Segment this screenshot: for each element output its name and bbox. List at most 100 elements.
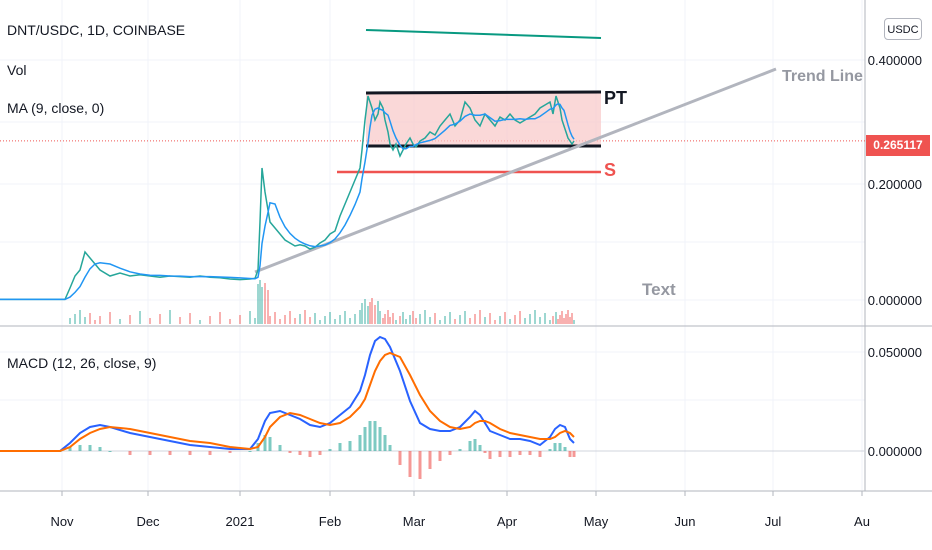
volume-bar — [557, 319, 559, 324]
volume-bar — [569, 317, 571, 324]
volume-bar — [264, 283, 266, 324]
macd-histogram-bar — [468, 441, 472, 451]
macd-histogram-bar — [528, 451, 532, 455]
volume-bar — [534, 310, 536, 324]
x-tick-label: Jun — [675, 514, 696, 529]
support-label[interactable]: S — [604, 160, 617, 180]
macd-histogram-bar — [568, 451, 572, 457]
volume-bar — [89, 313, 91, 324]
macd-histogram-bar — [518, 451, 522, 455]
volume-bar — [84, 317, 86, 324]
macd-histogram-bar — [553, 443, 557, 451]
macd-histogram-bar — [228, 451, 232, 453]
macd-histogram-bar — [308, 451, 312, 457]
volume-bar — [552, 316, 554, 324]
macd-histogram-bar — [208, 451, 212, 455]
volume-bar — [519, 311, 521, 324]
macd-histogram-bar — [458, 449, 462, 451]
volume-bar — [339, 315, 341, 324]
macd-histogram-bar — [418, 451, 422, 479]
macd-histogram-bar — [478, 445, 482, 451]
macd-legend[interactable]: MACD (12, 26, close, 9) — [7, 355, 157, 371]
volume-bar — [415, 318, 417, 324]
ma-line — [0, 102, 575, 301]
volume-bar — [571, 313, 573, 324]
macd-histogram-bar — [188, 451, 192, 455]
drawings-layer[interactable] — [0, 29, 865, 274]
volume-bar — [189, 313, 191, 324]
volume-bar — [267, 290, 269, 324]
price-series — [0, 95, 575, 301]
macd-histogram-bar — [383, 435, 387, 451]
volume-bar — [279, 319, 281, 324]
volume-bar — [169, 310, 171, 324]
macd-histogram-bar — [388, 445, 392, 451]
volume-bar — [412, 311, 414, 324]
volume-bar — [239, 315, 241, 324]
trend-line-label[interactable]: Trend Line — [782, 68, 863, 85]
volume-bar — [274, 312, 276, 324]
pt-label[interactable]: PT — [604, 88, 628, 108]
macd-histogram-bar — [483, 451, 487, 453]
macd-histogram-bar — [563, 447, 567, 451]
macd-histogram-bar — [68, 447, 72, 451]
volume-bar — [249, 311, 251, 324]
volume-bar — [359, 310, 361, 324]
volume-bar — [474, 314, 476, 324]
x-tick-label: Dec — [136, 514, 160, 529]
volume-bar — [319, 320, 321, 324]
price-axis[interactable]: 0.400000 0.200000 0.000000 0.050000 0.000000 — [868, 53, 922, 459]
currency-badge[interactable]: USDC — [884, 18, 922, 40]
x-tick-label: 2021 — [226, 514, 255, 529]
last-price-badge: 0.265117 — [866, 135, 930, 156]
volume-bar — [479, 310, 481, 324]
volume-bar — [304, 310, 306, 324]
y-tick-label: 0.200000 — [868, 177, 922, 192]
macd-histogram-bar — [373, 421, 377, 451]
volume-bar — [559, 315, 561, 324]
x-tick-label: Apr — [497, 514, 518, 529]
volume-bar — [395, 320, 397, 324]
volume-bar — [399, 316, 401, 324]
volume-bar — [299, 314, 301, 324]
macd-histogram-bar — [488, 451, 492, 459]
time-axis[interactable]: Nov Dec 2021 Feb Mar Apr May Jun Jul Au — [50, 491, 870, 529]
volume-bar — [284, 315, 286, 324]
volume-bar — [565, 314, 567, 324]
volume-bar — [269, 316, 271, 324]
volume-bar — [209, 316, 211, 324]
volume-bar — [539, 317, 541, 324]
symbol-legend[interactable]: DNT/USDC, 1D, COINBASE — [7, 22, 186, 38]
volume-bar — [119, 319, 121, 324]
volume-bar — [384, 314, 386, 324]
volume-bar — [364, 299, 366, 324]
x-tick-label: Mar — [403, 514, 426, 529]
trend-line — [254, 67, 777, 274]
volume-bar — [229, 319, 231, 324]
volume-bar — [74, 314, 76, 324]
macd-histogram-bar — [358, 435, 362, 451]
y-tick-label: 0.400000 — [868, 53, 922, 68]
macd-histogram-bar — [128, 451, 132, 455]
volume-bar — [374, 305, 376, 324]
volume-legend[interactable]: Vol — [7, 62, 27, 78]
macd-histogram-bar — [338, 443, 342, 451]
ma-legend[interactable]: MA (9, close, 0) — [7, 100, 105, 116]
x-tick-label: May — [584, 514, 609, 529]
volume-bar — [377, 301, 379, 324]
volume-bar — [567, 310, 569, 324]
macd-histogram-bar — [328, 449, 332, 451]
volume-bar — [494, 320, 496, 324]
volume-bar — [563, 318, 565, 324]
volume-bar — [464, 311, 466, 324]
macd-histogram-bar — [248, 451, 252, 452]
macd-histogram-bar — [98, 447, 102, 451]
macd-histogram-bar — [88, 445, 92, 451]
macd-histogram-bar — [398, 451, 402, 465]
volume-bar — [544, 313, 546, 324]
volume-bar — [434, 313, 436, 324]
macd-histogram-bar — [498, 451, 502, 457]
upper-trend-line — [365, 29, 602, 39]
text-annotation[interactable]: Text — [642, 280, 676, 299]
